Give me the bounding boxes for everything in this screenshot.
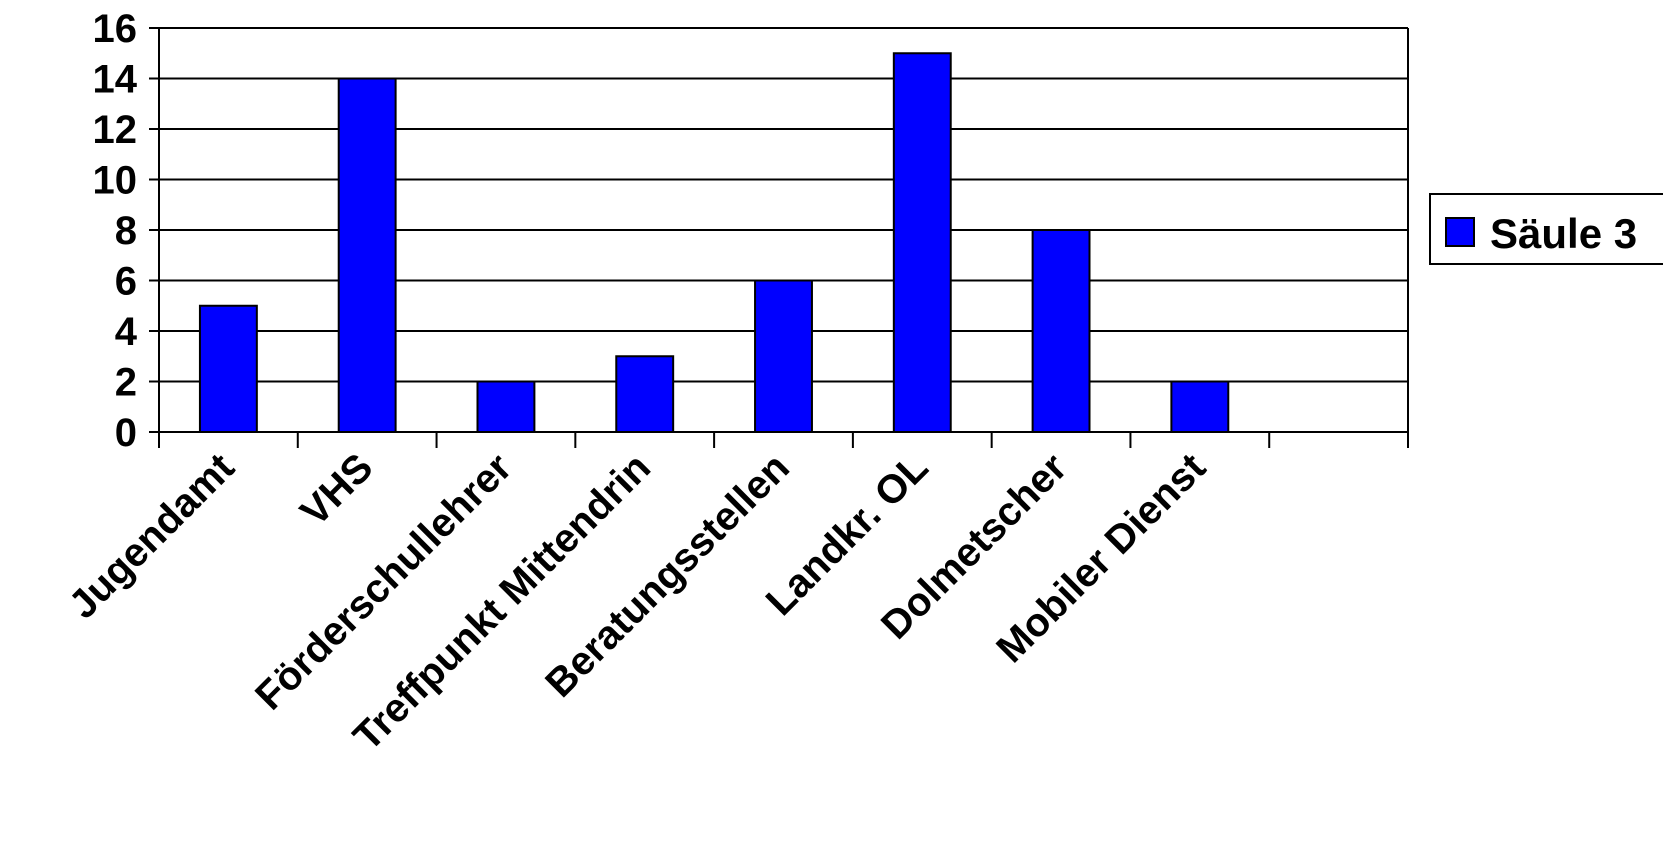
legend: Säule 3 [1429, 193, 1663, 265]
bar-8 [1170, 380, 1230, 433]
y-tick-label-2: 2 [115, 361, 137, 405]
bar-2 [337, 77, 397, 433]
y-tick-label-0: 0 [115, 411, 137, 455]
y-tick-labels: 0 2 4 6 8 10 12 14 16 [93, 7, 138, 455]
x-category-label-3: Förderschullehrer [247, 445, 520, 718]
y-tick-label-8: 8 [115, 209, 137, 253]
bar-6 [892, 52, 952, 433]
axes [149, 27, 1409, 448]
bars [198, 52, 1230, 433]
x-category-labels: Jugendamt VHSFörderschullehrerTreffpunkt … [61, 445, 1214, 759]
x-category-label-5: Beratungsstellen [537, 445, 798, 706]
bar-3 [476, 380, 536, 433]
y-tick-label-10: 10 [93, 159, 138, 203]
bar-7 [1031, 229, 1091, 433]
y-tick-label-12: 12 [93, 108, 138, 152]
x-category-label-1: Jugendamt [61, 445, 243, 627]
y-tick-label-4: 4 [115, 310, 138, 354]
x-category-label-2: VHS [292, 445, 381, 534]
bar-1 [198, 304, 258, 433]
bar-5 [754, 279, 813, 433]
y-tick-label-14: 14 [93, 58, 138, 102]
y-tick-label-16: 16 [93, 7, 138, 51]
legend-swatch [1445, 217, 1475, 247]
bar-4 [615, 355, 675, 433]
legend-label: Säule 3 [1490, 210, 1637, 257]
y-tick-label-6: 6 [115, 260, 137, 304]
